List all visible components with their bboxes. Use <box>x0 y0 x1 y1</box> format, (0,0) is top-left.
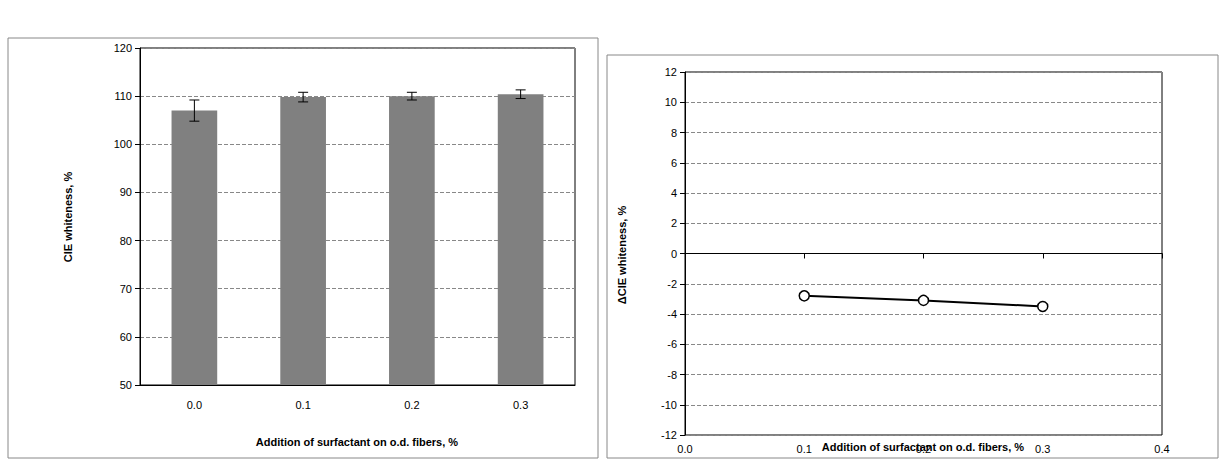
svg-text:0: 0 <box>671 248 677 260</box>
svg-text:0.1: 0.1 <box>797 443 812 455</box>
svg-text:80: 80 <box>120 235 132 247</box>
svg-text:0.1: 0.1 <box>295 399 310 411</box>
svg-text:12: 12 <box>665 66 677 78</box>
svg-text:-6: -6 <box>667 338 677 350</box>
svg-text:6: 6 <box>671 157 677 169</box>
svg-text:-4: -4 <box>667 308 677 320</box>
svg-text:8: 8 <box>671 127 677 139</box>
svg-text:-12: -12 <box>661 429 677 441</box>
svg-text:110: 110 <box>114 90 132 102</box>
svg-text:0.3: 0.3 <box>1035 443 1050 455</box>
svg-text:Addition of surfactant on o.d.: Addition of surfactant on o.d. fibers, % <box>821 441 1025 453</box>
svg-text:0.4: 0.4 <box>1154 443 1169 455</box>
svg-text:0.0: 0.0 <box>677 443 692 455</box>
svg-text:90: 90 <box>120 186 132 198</box>
svg-text:-2: -2 <box>667 278 677 290</box>
svg-text:0.2: 0.2 <box>916 443 931 455</box>
svg-text:0.3: 0.3 <box>513 399 528 411</box>
svg-text:0.0: 0.0 <box>187 399 202 411</box>
svg-text:4: 4 <box>671 187 677 199</box>
svg-text:CIE whiteness, %: CIE whiteness, % <box>62 172 74 263</box>
svg-text:0.2: 0.2 <box>404 399 419 411</box>
svg-text:120: 120 <box>114 42 132 54</box>
svg-text:ΔCIE whiteness, %: ΔCIE whiteness, % <box>616 206 628 305</box>
svg-text:50: 50 <box>120 379 132 391</box>
svg-text:10: 10 <box>665 96 677 108</box>
svg-text:-8: -8 <box>667 369 677 381</box>
svg-text:2: 2 <box>671 217 677 229</box>
svg-text:60: 60 <box>120 331 132 343</box>
svg-text:-10: -10 <box>661 399 677 411</box>
svg-text:Addition of surfactant on o.d.: Addition of surfactant on o.d. fibers, % <box>256 436 458 448</box>
svg-text:70: 70 <box>120 283 132 295</box>
svg-text:100: 100 <box>114 138 132 150</box>
